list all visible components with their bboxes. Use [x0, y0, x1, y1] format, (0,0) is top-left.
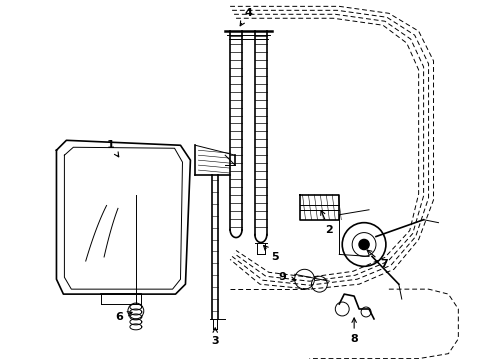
Circle shape	[358, 239, 368, 249]
Text: 8: 8	[349, 318, 357, 344]
Text: 6: 6	[115, 312, 132, 322]
Text: 2: 2	[320, 211, 332, 235]
Text: 5: 5	[263, 246, 278, 262]
Text: 1: 1	[107, 140, 119, 157]
Text: 3: 3	[211, 328, 219, 346]
Text: 7: 7	[366, 250, 387, 269]
Text: 4: 4	[240, 8, 251, 26]
Text: 9: 9	[278, 272, 295, 282]
